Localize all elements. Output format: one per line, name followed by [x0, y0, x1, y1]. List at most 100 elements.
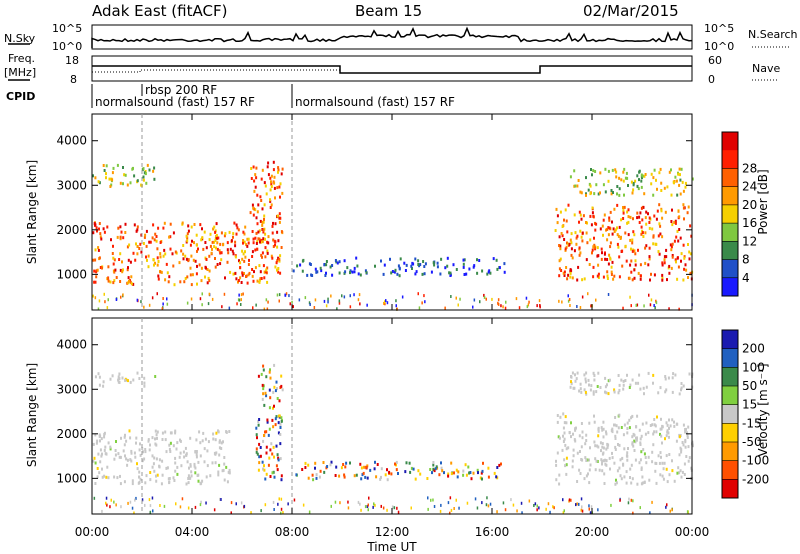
power-data-point	[636, 211, 639, 215]
velocity-data-point	[605, 391, 608, 395]
velocity-data-point	[161, 438, 164, 441]
velocity-data-point	[393, 506, 396, 510]
velocity-data-point	[156, 473, 159, 477]
velocity-data-point	[139, 477, 142, 481]
velocity-data-point	[593, 378, 596, 382]
power-data-point	[651, 227, 654, 231]
nsky-panel	[91, 24, 693, 50]
power-data-point	[210, 251, 213, 255]
y-tick-label: 4000	[56, 338, 87, 352]
power-data-point	[671, 254, 674, 257]
power-data-point	[186, 275, 189, 279]
power-data-point	[148, 303, 151, 307]
velocity-data-point	[94, 433, 97, 437]
velocity-colorbar-tick-label: 100	[742, 360, 765, 374]
velocity-data-point	[618, 466, 621, 470]
velocity-data-point	[219, 497, 221, 501]
velocity-data-point	[195, 452, 198, 456]
power-data-point	[267, 235, 270, 239]
power-data-point	[578, 246, 581, 250]
velocity-data-point	[186, 460, 189, 464]
velocity-data-point	[230, 501, 233, 505]
power-data-point	[172, 231, 175, 235]
velocity-data-point	[643, 392, 645, 396]
velocity-data-point	[671, 390, 674, 394]
velocity-data-point	[149, 510, 152, 514]
power-data-point	[610, 192, 613, 196]
velocity-data-point	[472, 471, 475, 475]
power-data-point	[415, 270, 418, 274]
power-data-point	[571, 256, 574, 260]
velocity-data-point	[645, 421, 648, 425]
power-data-point	[640, 232, 643, 236]
velocity-data-point	[504, 508, 507, 512]
velocity-data-point	[516, 509, 518, 513]
velocity-data-point	[376, 463, 379, 466]
power-data-point	[569, 271, 572, 275]
velocity-data-point	[276, 387, 278, 391]
velocity-data-point	[608, 378, 611, 382]
velocity-data-point	[592, 392, 595, 396]
power-data-point	[601, 224, 604, 228]
velocity-colorbar-tick-label: -100	[742, 454, 769, 468]
power-data-point	[160, 270, 163, 274]
power-data-point	[185, 234, 188, 238]
power-data-point	[423, 272, 426, 276]
velocity-data-point	[278, 399, 281, 403]
power-data-point	[597, 192, 600, 196]
velocity-data-point	[261, 383, 264, 387]
velocity-data-point	[469, 471, 472, 474]
velocity-data-point	[502, 501, 505, 505]
velocity-data-point	[594, 457, 597, 461]
power-data-point	[641, 231, 644, 235]
power-data-point	[207, 276, 210, 280]
power-data-point	[277, 168, 280, 172]
power-data-point	[213, 225, 216, 229]
power-data-point	[485, 297, 487, 301]
velocity-data-point	[260, 509, 262, 513]
power-data-point	[126, 245, 129, 249]
power-data-point	[410, 264, 413, 268]
power-data-point	[676, 256, 679, 260]
power-data-point	[483, 293, 485, 297]
velocity-data-point	[604, 390, 606, 394]
velocity-data-point	[644, 456, 647, 459]
velocity-data-point	[129, 380, 132, 384]
power-data-point	[597, 254, 600, 258]
power-data-point	[259, 195, 262, 199]
power-data-point	[136, 245, 139, 248]
velocity-data-point	[576, 480, 579, 483]
power-data-point	[279, 254, 282, 258]
velocity-data-point	[431, 471, 433, 475]
velocity-data-point	[275, 380, 278, 384]
velocity-data-point	[138, 475, 141, 479]
velocity-data-point	[450, 472, 453, 476]
velocity-data-point	[603, 482, 606, 485]
velocity-data-point	[176, 441, 179, 445]
velocity-data-point	[259, 454, 262, 458]
velocity-data-point	[593, 420, 596, 424]
velocity-data-point	[129, 500, 132, 504]
velocity-data-point	[258, 455, 261, 459]
power-data-point	[675, 260, 677, 264]
velocity-data-point	[397, 510, 400, 514]
power-data-point	[636, 174, 639, 178]
power-data-point	[385, 299, 387, 303]
power-data-point	[638, 215, 641, 219]
power-data-point	[616, 203, 619, 207]
velocity-data-point	[277, 456, 280, 460]
freq-tick-top: 18	[65, 54, 79, 67]
velocity-data-point	[605, 459, 608, 463]
velocity-data-point	[228, 430, 231, 433]
velocity-data-point	[373, 467, 376, 471]
velocity-data-point	[440, 461, 442, 465]
velocity-data-point	[275, 464, 278, 468]
power-data-point	[126, 281, 129, 285]
velocity-data-point	[572, 432, 574, 436]
power-data-point	[273, 186, 276, 190]
power-data-point	[641, 174, 644, 178]
velocity-data-point	[256, 436, 258, 440]
power-data-point	[145, 229, 148, 233]
power-data-point	[252, 279, 255, 283]
